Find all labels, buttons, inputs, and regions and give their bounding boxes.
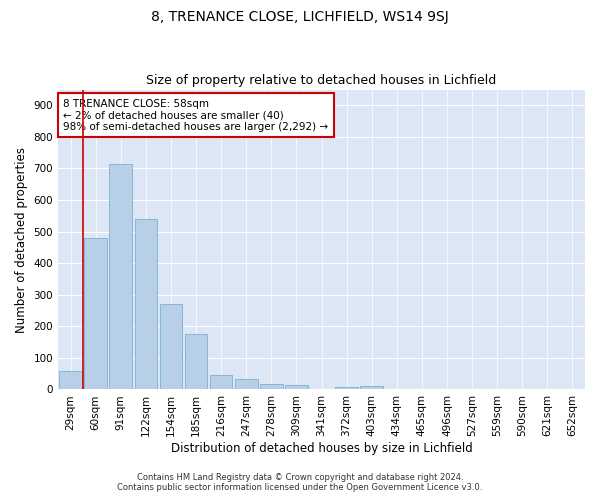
Bar <box>59 370 82 390</box>
Title: Size of property relative to detached houses in Lichfield: Size of property relative to detached ho… <box>146 74 497 87</box>
Text: 8 TRENANCE CLOSE: 58sqm
← 2% of detached houses are smaller (40)
98% of semi-det: 8 TRENANCE CLOSE: 58sqm ← 2% of detached… <box>64 98 328 132</box>
Bar <box>335 387 358 390</box>
Bar <box>160 304 182 390</box>
Bar <box>285 384 308 390</box>
Bar <box>85 238 107 390</box>
Bar <box>361 386 383 390</box>
Y-axis label: Number of detached properties: Number of detached properties <box>15 146 28 332</box>
Bar <box>210 374 232 390</box>
Bar <box>109 164 132 390</box>
Bar <box>235 379 257 390</box>
Text: Contains HM Land Registry data © Crown copyright and database right 2024.
Contai: Contains HM Land Registry data © Crown c… <box>118 473 482 492</box>
Text: 8, TRENANCE CLOSE, LICHFIELD, WS14 9SJ: 8, TRENANCE CLOSE, LICHFIELD, WS14 9SJ <box>151 10 449 24</box>
X-axis label: Distribution of detached houses by size in Lichfield: Distribution of detached houses by size … <box>170 442 472 455</box>
Bar <box>185 334 208 390</box>
Bar <box>260 384 283 390</box>
Bar <box>134 219 157 390</box>
